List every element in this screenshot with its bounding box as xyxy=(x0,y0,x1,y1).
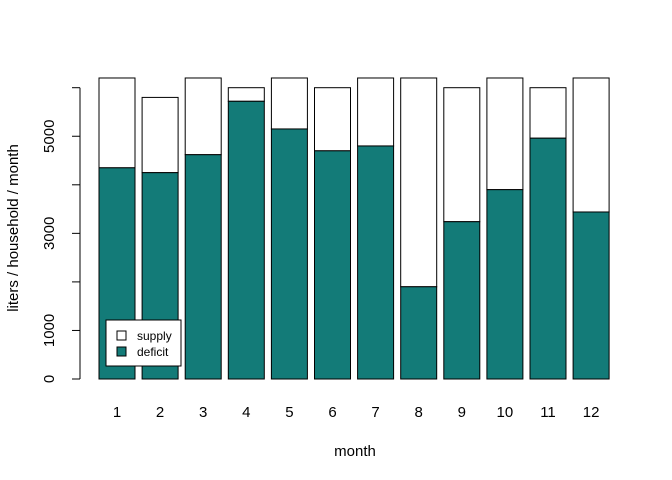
y-tick-label-1000: 1000 xyxy=(41,314,58,347)
bar-deficit-12 xyxy=(572,211,610,380)
x-axis: 1 2 3 4 5 6 7 8 9 10 11 12 xyxy=(113,404,600,421)
bar-deficit-5 xyxy=(270,128,308,380)
bar-supply-9 xyxy=(443,87,481,223)
y-axis-label: liters / household / month xyxy=(5,144,22,312)
bar-deficit-7 xyxy=(357,145,395,380)
bar-supply-10 xyxy=(486,77,524,191)
y-axis: 0 1000 3000 5000 xyxy=(41,87,81,383)
y-tick-label-0: 0 xyxy=(41,375,58,383)
bar-deficit-4 xyxy=(227,100,265,380)
bar-supply-6 xyxy=(314,87,351,152)
x-tick-label-5: 5 xyxy=(285,404,293,421)
bar-deficit-3 xyxy=(184,154,222,380)
bar-supply-3 xyxy=(184,77,222,156)
x-tick-label-2: 2 xyxy=(156,404,164,421)
bar-supply-11 xyxy=(529,87,567,139)
y-tick-label-3000: 3000 xyxy=(41,217,58,250)
x-tick-label-12: 12 xyxy=(583,404,600,421)
x-tick-label-9: 9 xyxy=(458,404,466,421)
bar-deficit-6 xyxy=(314,150,351,380)
legend-label-supply: supply xyxy=(137,329,172,343)
bar-deficit-9 xyxy=(443,221,481,380)
legend-label-deficit: deficit xyxy=(137,345,169,359)
bar-supply-4 xyxy=(227,87,265,102)
legend-box xyxy=(105,319,182,367)
x-tick-label-10: 10 xyxy=(497,404,514,421)
legend: supply deficit xyxy=(105,319,182,367)
bar-deficit-10 xyxy=(486,189,524,380)
bar-supply-1 xyxy=(98,77,136,169)
bar-deficit-11 xyxy=(529,137,567,380)
x-tick-label-3: 3 xyxy=(199,404,207,421)
x-tick-label-8: 8 xyxy=(415,404,423,421)
bar-supply-12 xyxy=(572,77,610,213)
x-tick-label-4: 4 xyxy=(242,404,250,421)
bar-supply-7 xyxy=(357,77,395,147)
y-tick-label-5000: 5000 xyxy=(41,120,58,153)
x-tick-label-1: 1 xyxy=(113,404,121,421)
x-tick-label-11: 11 xyxy=(540,404,556,421)
bar-supply-8 xyxy=(400,77,438,288)
legend-swatch-supply xyxy=(116,330,127,341)
legend-swatch-deficit xyxy=(116,346,127,357)
bar-supply-5 xyxy=(270,77,308,130)
x-axis-label: month xyxy=(334,443,376,460)
bar-deficit-8 xyxy=(400,286,438,380)
x-tick-label-7: 7 xyxy=(371,404,379,421)
bar-supply-2 xyxy=(141,96,179,174)
x-tick-label-6: 6 xyxy=(328,404,336,421)
